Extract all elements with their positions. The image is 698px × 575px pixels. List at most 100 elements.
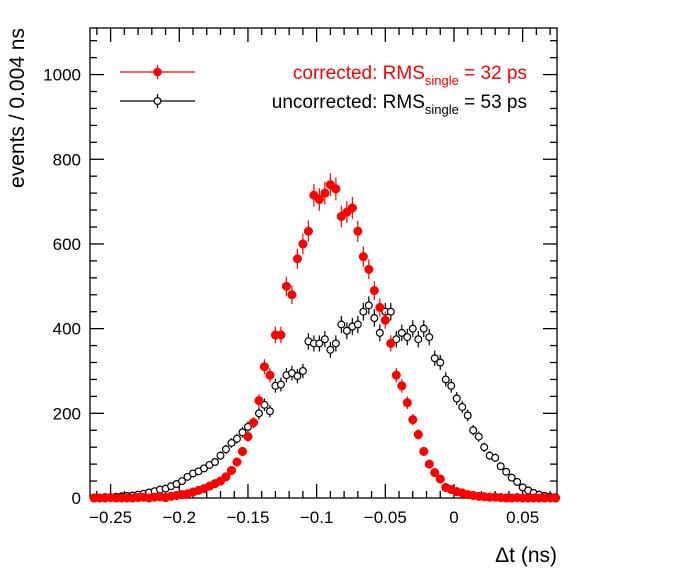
data-point bbox=[227, 438, 236, 448]
marker-open-circle bbox=[298, 366, 307, 375]
data-point bbox=[210, 458, 219, 467]
x-tick-label: −0.1 bbox=[300, 508, 334, 527]
data-point bbox=[237, 446, 248, 456]
marker-open-circle bbox=[469, 426, 478, 435]
marker-open-circle bbox=[227, 438, 236, 447]
x-tick-label: −0.25 bbox=[89, 508, 132, 527]
marker-open-circle bbox=[491, 453, 500, 462]
marker-open-circle bbox=[397, 328, 406, 337]
marker-filled-circle bbox=[259, 362, 269, 372]
marker-filled-circle bbox=[408, 415, 418, 425]
y-tick-label: 600 bbox=[53, 235, 81, 254]
data-point bbox=[281, 276, 291, 296]
marker-filled-circle bbox=[347, 203, 357, 213]
data-point bbox=[513, 477, 522, 486]
data-point bbox=[260, 398, 269, 412]
data-point bbox=[320, 331, 329, 348]
series-corrected bbox=[89, 173, 561, 503]
marker-filled-circle bbox=[430, 468, 440, 478]
data-point bbox=[386, 302, 395, 321]
marker-open-circle bbox=[392, 335, 401, 344]
data-point bbox=[469, 424, 478, 436]
marker-open-circle bbox=[414, 335, 423, 344]
marker-open-circle bbox=[293, 372, 302, 381]
data-point bbox=[447, 378, 456, 393]
data-point bbox=[276, 377, 285, 392]
marker-filled-circle bbox=[243, 432, 253, 442]
data-point bbox=[221, 472, 231, 482]
data-point bbox=[315, 335, 324, 352]
marker-open-circle bbox=[342, 326, 351, 335]
data-point bbox=[397, 324, 406, 342]
data-point bbox=[232, 457, 242, 467]
marker-filled-circle bbox=[358, 252, 368, 262]
data-point bbox=[178, 477, 187, 486]
data-point bbox=[441, 372, 450, 387]
x-axis-title: Δt (ns) bbox=[495, 544, 557, 567]
data-point bbox=[430, 350, 439, 366]
data-point bbox=[458, 400, 467, 414]
data-point bbox=[309, 335, 318, 352]
marker-open-circle bbox=[260, 400, 269, 409]
marker-open-circle bbox=[232, 434, 241, 443]
marker-filled-circle bbox=[314, 194, 324, 205]
data-point bbox=[491, 453, 500, 462]
data-point bbox=[359, 302, 368, 321]
data-point bbox=[502, 467, 511, 476]
data-point bbox=[463, 409, 472, 422]
marker-open-circle bbox=[408, 324, 417, 333]
marker-open-circle bbox=[474, 432, 483, 441]
data-point bbox=[369, 281, 379, 300]
data-point bbox=[358, 246, 368, 267]
x-tick-label: 0.05 bbox=[506, 508, 539, 527]
marker-filled-circle bbox=[397, 381, 407, 391]
plot-frame bbox=[89, 27, 558, 499]
data-point bbox=[370, 309, 379, 327]
y-tick-label: 800 bbox=[53, 150, 81, 169]
marker-open-circle bbox=[452, 394, 461, 403]
data-point bbox=[375, 324, 384, 342]
marker-filled-circle bbox=[281, 281, 291, 291]
x-tick-label: −0.15 bbox=[226, 508, 269, 527]
data-point bbox=[303, 220, 313, 242]
data-point bbox=[480, 442, 489, 452]
legend-entry-uncorrected: uncorrected: RMSsingle = 53 ps bbox=[120, 92, 527, 117]
marker-open-circle bbox=[359, 307, 368, 316]
marker-filled-circle bbox=[254, 396, 264, 406]
data-point bbox=[364, 296, 373, 315]
data-point bbox=[403, 328, 412, 346]
data-point bbox=[414, 331, 423, 348]
legend-marker-filled-circle bbox=[153, 67, 162, 77]
data-point bbox=[276, 326, 286, 344]
data-point bbox=[408, 320, 417, 338]
marker-open-circle bbox=[403, 333, 412, 342]
data-point bbox=[216, 451, 225, 460]
data-point bbox=[551, 493, 561, 503]
marker-filled-circle bbox=[435, 474, 445, 484]
data-point bbox=[161, 484, 170, 493]
marker-filled-circle bbox=[232, 457, 242, 467]
data-point bbox=[292, 248, 302, 269]
marker-filled-circle bbox=[226, 465, 237, 476]
data-point bbox=[232, 433, 241, 444]
marker-filled-circle bbox=[276, 330, 286, 340]
marker-filled-circle bbox=[237, 446, 248, 456]
data-point bbox=[243, 421, 252, 433]
data-point bbox=[435, 474, 445, 484]
marker-filled-circle bbox=[551, 493, 561, 503]
marker-open-circle bbox=[254, 409, 263, 418]
marker-open-circle bbox=[276, 380, 285, 389]
data-point bbox=[424, 459, 434, 469]
marker-open-circle bbox=[375, 328, 384, 337]
marker-filled-circle bbox=[402, 398, 412, 408]
data-point bbox=[413, 429, 423, 440]
data-point bbox=[408, 413, 418, 426]
marker-open-circle bbox=[463, 411, 472, 420]
marker-filled-circle bbox=[380, 315, 390, 325]
marker-open-circle bbox=[458, 402, 467, 411]
marker-filled-circle bbox=[320, 188, 330, 198]
data-point bbox=[265, 367, 275, 383]
y-tick-label: 400 bbox=[53, 320, 81, 339]
data-point bbox=[348, 317, 357, 336]
data-point bbox=[452, 392, 461, 405]
